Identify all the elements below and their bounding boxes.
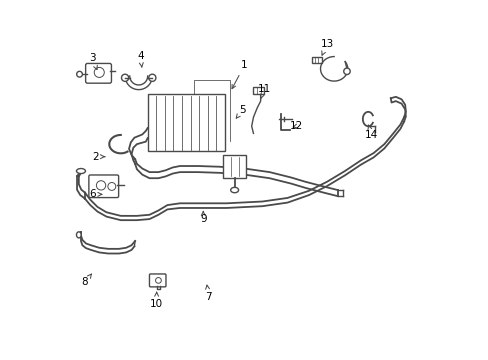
Ellipse shape — [76, 168, 85, 174]
Text: 14: 14 — [365, 125, 378, 140]
FancyBboxPatch shape — [85, 63, 111, 83]
Bar — [253, 87, 264, 94]
Circle shape — [96, 181, 105, 190]
Circle shape — [94, 67, 104, 77]
Text: 7: 7 — [205, 285, 211, 302]
Text: 4: 4 — [137, 51, 143, 67]
Circle shape — [77, 71, 82, 77]
Text: 12: 12 — [289, 121, 303, 131]
Text: 6: 6 — [89, 189, 102, 199]
Text: 2: 2 — [92, 152, 104, 162]
Bar — [223, 155, 246, 178]
Text: 8: 8 — [81, 274, 91, 287]
Text: 11: 11 — [257, 84, 270, 99]
Text: 13: 13 — [320, 39, 333, 55]
Text: 10: 10 — [150, 292, 163, 309]
Circle shape — [121, 74, 128, 81]
FancyBboxPatch shape — [149, 274, 165, 287]
Circle shape — [108, 183, 116, 190]
Bar — [147, 94, 224, 151]
Circle shape — [148, 74, 156, 81]
Ellipse shape — [230, 187, 238, 193]
Text: 1: 1 — [231, 60, 247, 89]
Bar — [311, 57, 321, 63]
Text: 3: 3 — [89, 53, 97, 69]
Ellipse shape — [76, 232, 81, 238]
Text: 9: 9 — [200, 211, 206, 224]
Circle shape — [155, 278, 161, 283]
Circle shape — [343, 68, 349, 75]
Text: 5: 5 — [236, 105, 245, 118]
FancyBboxPatch shape — [89, 175, 119, 198]
